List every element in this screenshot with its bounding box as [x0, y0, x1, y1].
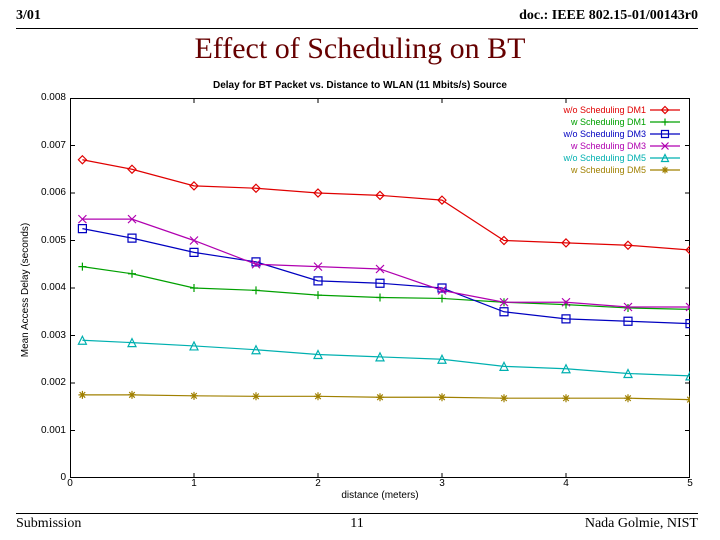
legend-swatch [650, 128, 680, 140]
legend-swatch [650, 164, 680, 176]
legend-item: w Scheduling DM5 [563, 164, 680, 176]
chart-xtick: 2 [303, 478, 333, 489]
chart-ytick: 0.005 [6, 235, 66, 246]
legend-item: w/o Scheduling DM5 [563, 152, 680, 164]
legend-swatch [650, 152, 680, 164]
chart-ytick: 0.004 [6, 282, 66, 293]
legend-swatch [650, 140, 680, 152]
legend-item: w Scheduling DM3 [563, 140, 680, 152]
chart-title: Delay for BT Packet vs. Distance to WLAN… [0, 80, 720, 91]
legend-swatch [650, 116, 680, 128]
legend-label: w/o Scheduling DM1 [563, 105, 646, 115]
legend-swatch [650, 104, 680, 116]
legend-label: w Scheduling DM5 [571, 165, 646, 175]
legend-item: w Scheduling DM1 [563, 116, 680, 128]
legend-item: w/o Scheduling DM1 [563, 104, 680, 116]
header-date: 3/01 [16, 8, 41, 24]
footer-page-number: 11 [16, 516, 698, 532]
chart-legend: w/o Scheduling DM1 w Scheduling DM1 w/o Sc… [563, 104, 680, 176]
header: 3/01 doc.: IEEE 802.15-01/00143r0 [16, 8, 698, 29]
chart-xtick: 3 [427, 478, 457, 489]
chart-ytick: 0.001 [6, 425, 66, 436]
chart-xtick: 5 [675, 478, 705, 489]
legend-label: w Scheduling DM3 [571, 141, 646, 151]
legend-item: w/o Scheduling DM3 [563, 128, 680, 140]
slide-title: Effect of Scheduling on BT [0, 32, 720, 66]
chart-ytick: 0.007 [6, 140, 66, 151]
chart-ytick: 0.003 [6, 330, 66, 341]
legend-label: w/o Scheduling DM3 [563, 129, 646, 139]
header-doc-id: doc.: IEEE 802.15-01/00143r0 [519, 8, 698, 24]
chart-xlabel: distance (meters) [70, 490, 690, 501]
slide-page: 3/01 doc.: IEEE 802.15-01/00143r0 Effect… [0, 0, 720, 540]
chart-ytick: 0.006 [6, 187, 66, 198]
chart-xtick: 4 [551, 478, 581, 489]
chart-ytick: 0.002 [6, 377, 66, 388]
legend-label: w Scheduling DM1 [571, 117, 646, 127]
chart-xtick: 1 [179, 478, 209, 489]
legend-label: w/o Scheduling DM5 [563, 153, 646, 163]
chart-ytick: 0.008 [6, 92, 66, 103]
footer: Submission 11 Nada Golmie, NIST [16, 513, 698, 532]
chart-xtick: 0 [55, 478, 85, 489]
